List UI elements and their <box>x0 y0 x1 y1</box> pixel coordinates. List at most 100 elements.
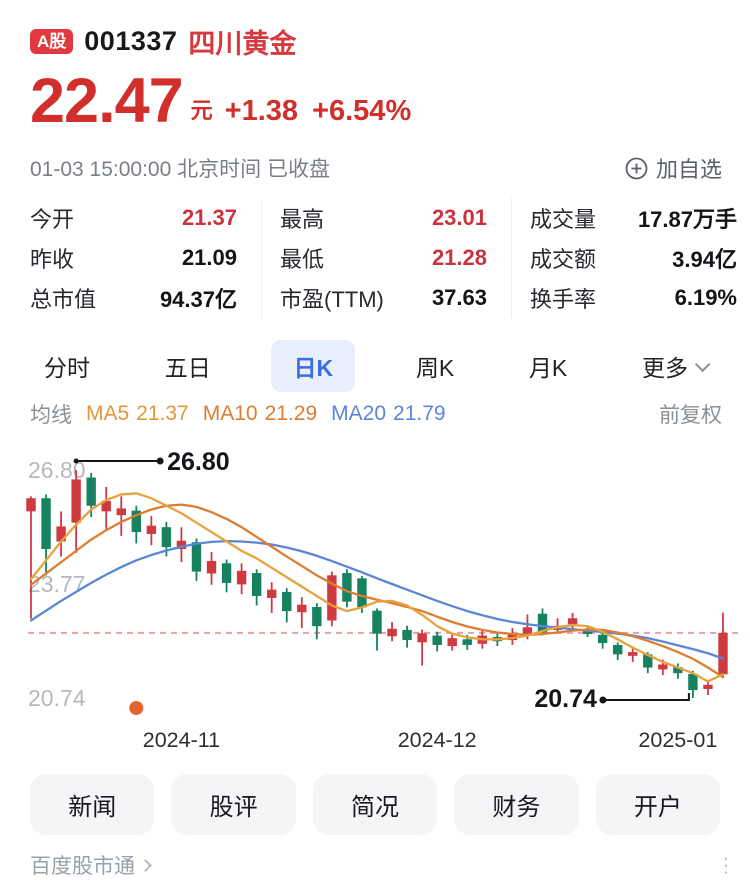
candle <box>327 571 337 627</box>
candle <box>101 486 111 531</box>
tab-label: 更多 <box>641 355 688 381</box>
x-axis-label: 2025-01 <box>638 728 717 752</box>
ma-legend-ma5: MA5 21.37 <box>86 402 189 426</box>
x-axis-label: 2024-12 <box>398 728 477 752</box>
candle <box>236 563 247 595</box>
action-bar: 新闻 股评 简况 财务 开户 <box>30 774 721 835</box>
ma-label: MA20 <box>331 402 387 425</box>
comments-button[interactable]: 股评 <box>171 774 296 835</box>
candle <box>221 559 232 593</box>
tab-minute[interactable]: 分时 <box>30 340 104 392</box>
stat-row: 市盈(TTM) 37.63 <box>280 278 487 318</box>
stat-value: 17.87万手 <box>637 207 737 232</box>
tab-monthly-k[interactable]: 月K <box>515 340 581 392</box>
period-tabs: 分时 五日 日K 周K 月K 更多 <box>30 340 720 392</box>
high-marker-end-dot <box>156 457 164 465</box>
tab-label: 周K <box>415 355 455 381</box>
footer: 百度股市通 ⋮ <box>30 850 737 880</box>
stats-column: 成交量 17.87万手 成交额 3.94亿 换手率 6.19% <box>511 198 737 318</box>
candle <box>718 612 728 678</box>
add-watchlist-button[interactable]: 加自选 <box>625 152 722 184</box>
candle <box>266 582 277 613</box>
ma-value: 21.79 <box>393 402 446 425</box>
finance-button[interactable]: 财务 <box>454 774 579 835</box>
stat-label: 最高 <box>280 207 325 232</box>
candle <box>597 631 608 649</box>
event-marker-dot <box>129 701 144 715</box>
stat-row: 换手率 6.19% <box>530 278 737 318</box>
stat-row: 昨收 21.09 <box>30 238 237 278</box>
current-price: 22.47 <box>30 66 184 136</box>
stock-name: 四川黄金 <box>188 29 297 59</box>
candle <box>612 642 623 660</box>
ma-legend-ma20: MA20 21.79 <box>331 402 445 426</box>
ma-legend: 均线 MA5 21.37 MA10 21.29 MA20 21.79 前复权 <box>30 399 722 429</box>
brand-label: 百度股市通 <box>30 855 135 878</box>
candle <box>26 496 36 619</box>
stat-row: 最低 21.28 <box>280 238 487 278</box>
adjust-mode-label[interactable]: 前复权 <box>659 404 722 427</box>
candle <box>673 663 683 679</box>
candle <box>402 625 412 648</box>
candle <box>372 608 382 651</box>
ma5-line <box>29 492 725 683</box>
change-absolute: +1.38 <box>224 95 299 128</box>
ma-value: 21.29 <box>264 402 318 425</box>
ma-legend-ma10: MA10 21.29 <box>203 402 317 426</box>
stat-value: 37.63 <box>431 285 487 310</box>
brand-link[interactable]: 百度股市通 <box>30 850 152 880</box>
stat-label: 昨收 <box>30 247 75 272</box>
stat-row: 成交量 17.87万手 <box>530 198 737 238</box>
tab-label: 分时 <box>44 355 90 381</box>
stat-row: 今开 21.37 <box>30 198 237 238</box>
candle <box>417 629 427 666</box>
stat-label: 换手率 <box>530 287 597 312</box>
tab-more[interactable]: 更多 <box>628 340 720 392</box>
add-watchlist-label: 加自选 <box>655 157 722 182</box>
ma-label: MA5 <box>86 402 130 425</box>
plus-circle-icon <box>625 157 648 180</box>
more-dots-icon[interactable]: ⋮ <box>716 854 737 877</box>
candle <box>116 496 126 536</box>
candle <box>447 632 457 651</box>
tab-daily-k[interactable]: 日K <box>271 340 356 392</box>
candle <box>191 538 202 581</box>
market-badge: A股 <box>30 29 74 54</box>
open-account-button[interactable]: 开户 <box>595 774 721 835</box>
candle <box>387 622 397 642</box>
stat-label: 市盈(TTM) <box>280 287 384 312</box>
price-change: +1.38 +6.54% <box>225 95 412 128</box>
chevron-down-icon <box>694 356 711 372</box>
y-axis-label: 23.77 <box>28 571 86 597</box>
stat-value: 6.19% <box>674 285 737 310</box>
currency-label: 元 <box>190 98 213 124</box>
stat-row: 最高 23.01 <box>280 198 487 238</box>
tab-five-day[interactable]: 五日 <box>151 340 225 392</box>
candle <box>176 527 187 563</box>
stats-column: 最高 23.01 最低 21.28 市盈(TTM) 37.63 <box>261 198 511 318</box>
stats-grid: 今开 21.37 昨收 21.09 总市值 94.37亿 最高 23.01 最低 21.28 市盈(… <box>30 198 737 318</box>
profile-button[interactable]: 简况 <box>312 774 438 835</box>
ma-value: 21.37 <box>136 402 189 425</box>
stock-header: A股 001337 四川黄金 <box>30 22 296 61</box>
candle <box>312 603 322 640</box>
price-block: 22.47 元 +1.38 +6.54% <box>30 68 411 134</box>
ma20-line <box>29 539 725 660</box>
quote-timestamp: 01-03 15:00:00 北京时间 已收盘 <box>30 158 330 181</box>
x-axis-label: 2024-11 <box>143 728 220 752</box>
stat-value: 21.09 <box>181 245 237 270</box>
ma10-line <box>29 503 725 679</box>
tab-label: 日K <box>293 355 334 381</box>
stat-row: 总市值 94.37亿 <box>30 278 237 318</box>
candle <box>56 511 66 557</box>
candle <box>146 515 157 546</box>
stat-label: 最低 <box>280 247 325 272</box>
y-axis-label: 20.74 <box>28 685 86 711</box>
tab-weekly-k[interactable]: 周K <box>402 340 468 392</box>
news-button[interactable]: 新闻 <box>30 774 155 835</box>
ma-legend-title: 均线 <box>30 404 72 427</box>
chevron-right-icon <box>139 858 152 872</box>
low-price-label: 20.74 <box>534 685 597 713</box>
candle <box>282 588 292 623</box>
